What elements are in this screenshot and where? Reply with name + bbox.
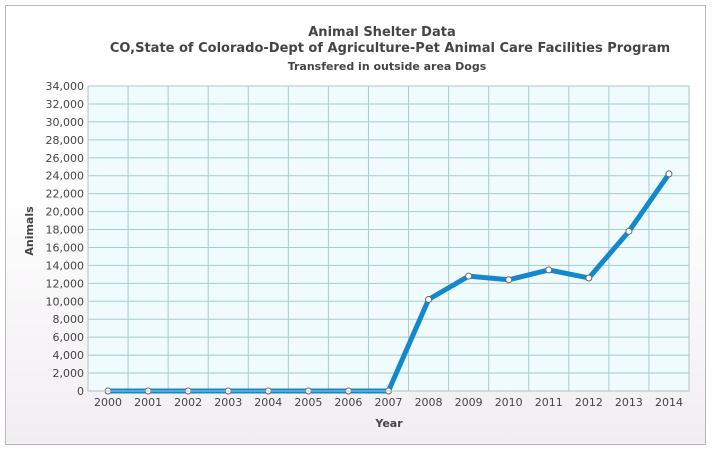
y-tick-label: 18,000 (46, 224, 85, 237)
chart-subtitle: CO,State of Colorado-Dept of Agriculture… (110, 41, 670, 56)
y-tick-label: 24,000 (46, 170, 85, 183)
x-tick-label: 2002 (174, 396, 202, 409)
y-tick-label: 28,000 (46, 134, 85, 147)
data-point (665, 170, 673, 178)
x-tick-label: 2008 (415, 396, 443, 409)
y-tick-label: 16,000 (46, 241, 85, 254)
data-point (625, 227, 633, 235)
data-point (585, 274, 593, 282)
data-point (465, 272, 473, 280)
chart-subtitle-2: Transfered in outside area Dogs (288, 60, 487, 73)
x-tick-label: 2014 (655, 396, 683, 409)
x-tick-label: 2011 (535, 396, 563, 409)
y-tick-label: 10,000 (46, 295, 85, 308)
y-tick-label: 14,000 (46, 259, 85, 272)
y-tick-label: 8,000 (53, 313, 85, 326)
y-tick-label: 20,000 (46, 206, 85, 219)
data-point (505, 276, 513, 284)
plot-background (88, 86, 689, 391)
y-tick-label: 22,000 (46, 188, 85, 201)
y-tick-label: 26,000 (46, 152, 85, 165)
y-tick-label: 2,000 (53, 367, 85, 380)
x-tick-label: 2013 (615, 396, 643, 409)
line-chart: Animal Shelter Data CO,State of Colorado… (23, 25, 690, 430)
data-point (425, 296, 433, 303)
x-tick-label: 2009 (455, 396, 483, 409)
x-tick-label: 2007 (375, 396, 403, 409)
plot-area: 0 2,000 4,000 6,000 8,000 10,000 12,000 14,000 1… (46, 80, 690, 409)
y-tick-label: 4,000 (53, 349, 85, 362)
y-tick-label: 32,000 (46, 98, 85, 111)
y-tick-label: 30,000 (46, 116, 85, 129)
x-tick-label: 2012 (575, 396, 603, 409)
y-axis-title: Animals (23, 206, 36, 256)
x-tick-label: 2010 (495, 396, 523, 409)
x-tick-label: 2004 (254, 396, 282, 409)
x-axis-title: Year (374, 417, 403, 430)
y-tick-label: 12,000 (46, 277, 85, 290)
x-tick-label: 2006 (334, 396, 362, 409)
x-tick-label: 2001 (134, 396, 162, 409)
chart-title: Animal Shelter Data (308, 25, 455, 40)
plot-border (87, 85, 690, 392)
data-point (545, 266, 553, 274)
y-tick-label: 6,000 (53, 331, 85, 344)
y-tick-label: 0 (77, 385, 84, 398)
chart-frame: Animal Shelter Data CO,State of Colorado… (5, 5, 706, 445)
x-tick-label: 2005 (294, 396, 322, 409)
y-tick-label: 34,000 (46, 80, 85, 93)
x-tick-label: 2003 (214, 396, 242, 409)
x-tick-label: 2000 (94, 396, 122, 409)
